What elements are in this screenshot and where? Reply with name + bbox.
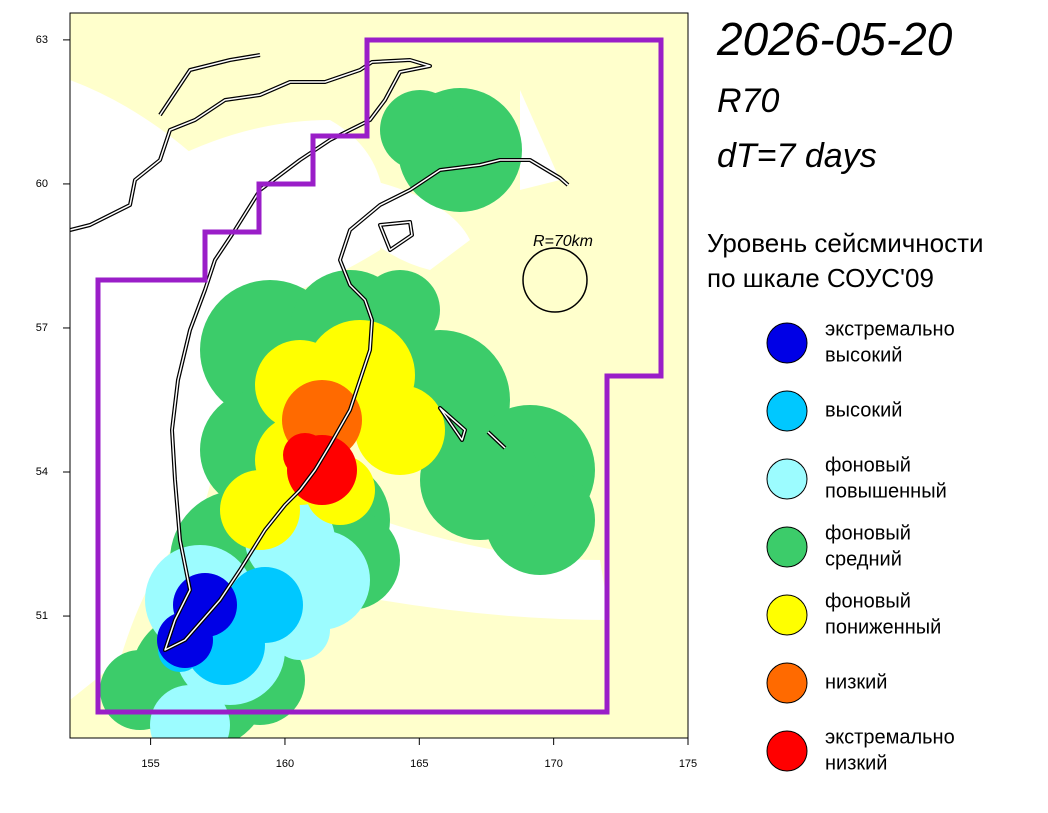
- legend-label: фоновый: [825, 454, 911, 476]
- legend-label: высокий: [825, 399, 902, 421]
- legend-swatch: [766, 390, 808, 432]
- legend-label: низкий: [825, 671, 887, 693]
- legend-title: по шкале СОУС'09: [707, 263, 934, 293]
- legend-title: Уровень сейсмичности: [707, 228, 984, 258]
- region-boundary: [95, 37, 664, 715]
- legend-label: экстремально: [825, 726, 955, 748]
- x-tick-label: 175: [679, 758, 697, 770]
- legend-label: пониженный: [825, 616, 941, 638]
- legend-swatch: [766, 322, 808, 364]
- legend-label: низкий: [825, 752, 887, 774]
- title: 2026-05-20: [716, 13, 953, 65]
- y-tick-label: 54: [36, 466, 48, 478]
- y-tick-label: 51: [36, 610, 48, 622]
- period: dT=7 days: [717, 137, 877, 175]
- radius-circle: [522, 247, 588, 313]
- x-tick-label: 160: [276, 758, 294, 770]
- radius-label: R=70km: [533, 233, 593, 250]
- legend-label: экстремально: [825, 318, 955, 340]
- y-tick-label: 63: [36, 34, 48, 46]
- legend-label: фоновый: [825, 590, 911, 612]
- legend-label: средний: [825, 548, 902, 570]
- legend-swatch: [766, 526, 808, 568]
- legend-swatch: [766, 662, 808, 704]
- y-tick-label: 57: [36, 322, 48, 334]
- map-frame: [69, 12, 689, 739]
- legend: Уровень сейсмичности по шкале СОУС'09 экст…: [707, 228, 984, 774]
- legend-swatch: [766, 458, 808, 500]
- legend-label: высокий: [825, 344, 902, 366]
- axes: 155 160 165 170 175 51 54 57 60 63: [36, 34, 697, 770]
- legend-label: фоновый: [825, 522, 911, 544]
- legend-swatch: [766, 594, 808, 636]
- legend-label: повышенный: [825, 480, 947, 502]
- y-tick-label: 60: [36, 178, 48, 190]
- map-area: R=70km: [70, 13, 688, 738]
- x-tick-label: 170: [544, 758, 562, 770]
- x-tick-label: 155: [141, 758, 159, 770]
- legend-swatch: [766, 730, 808, 772]
- subtitle: R70: [717, 82, 779, 120]
- x-tick-label: 165: [410, 758, 428, 770]
